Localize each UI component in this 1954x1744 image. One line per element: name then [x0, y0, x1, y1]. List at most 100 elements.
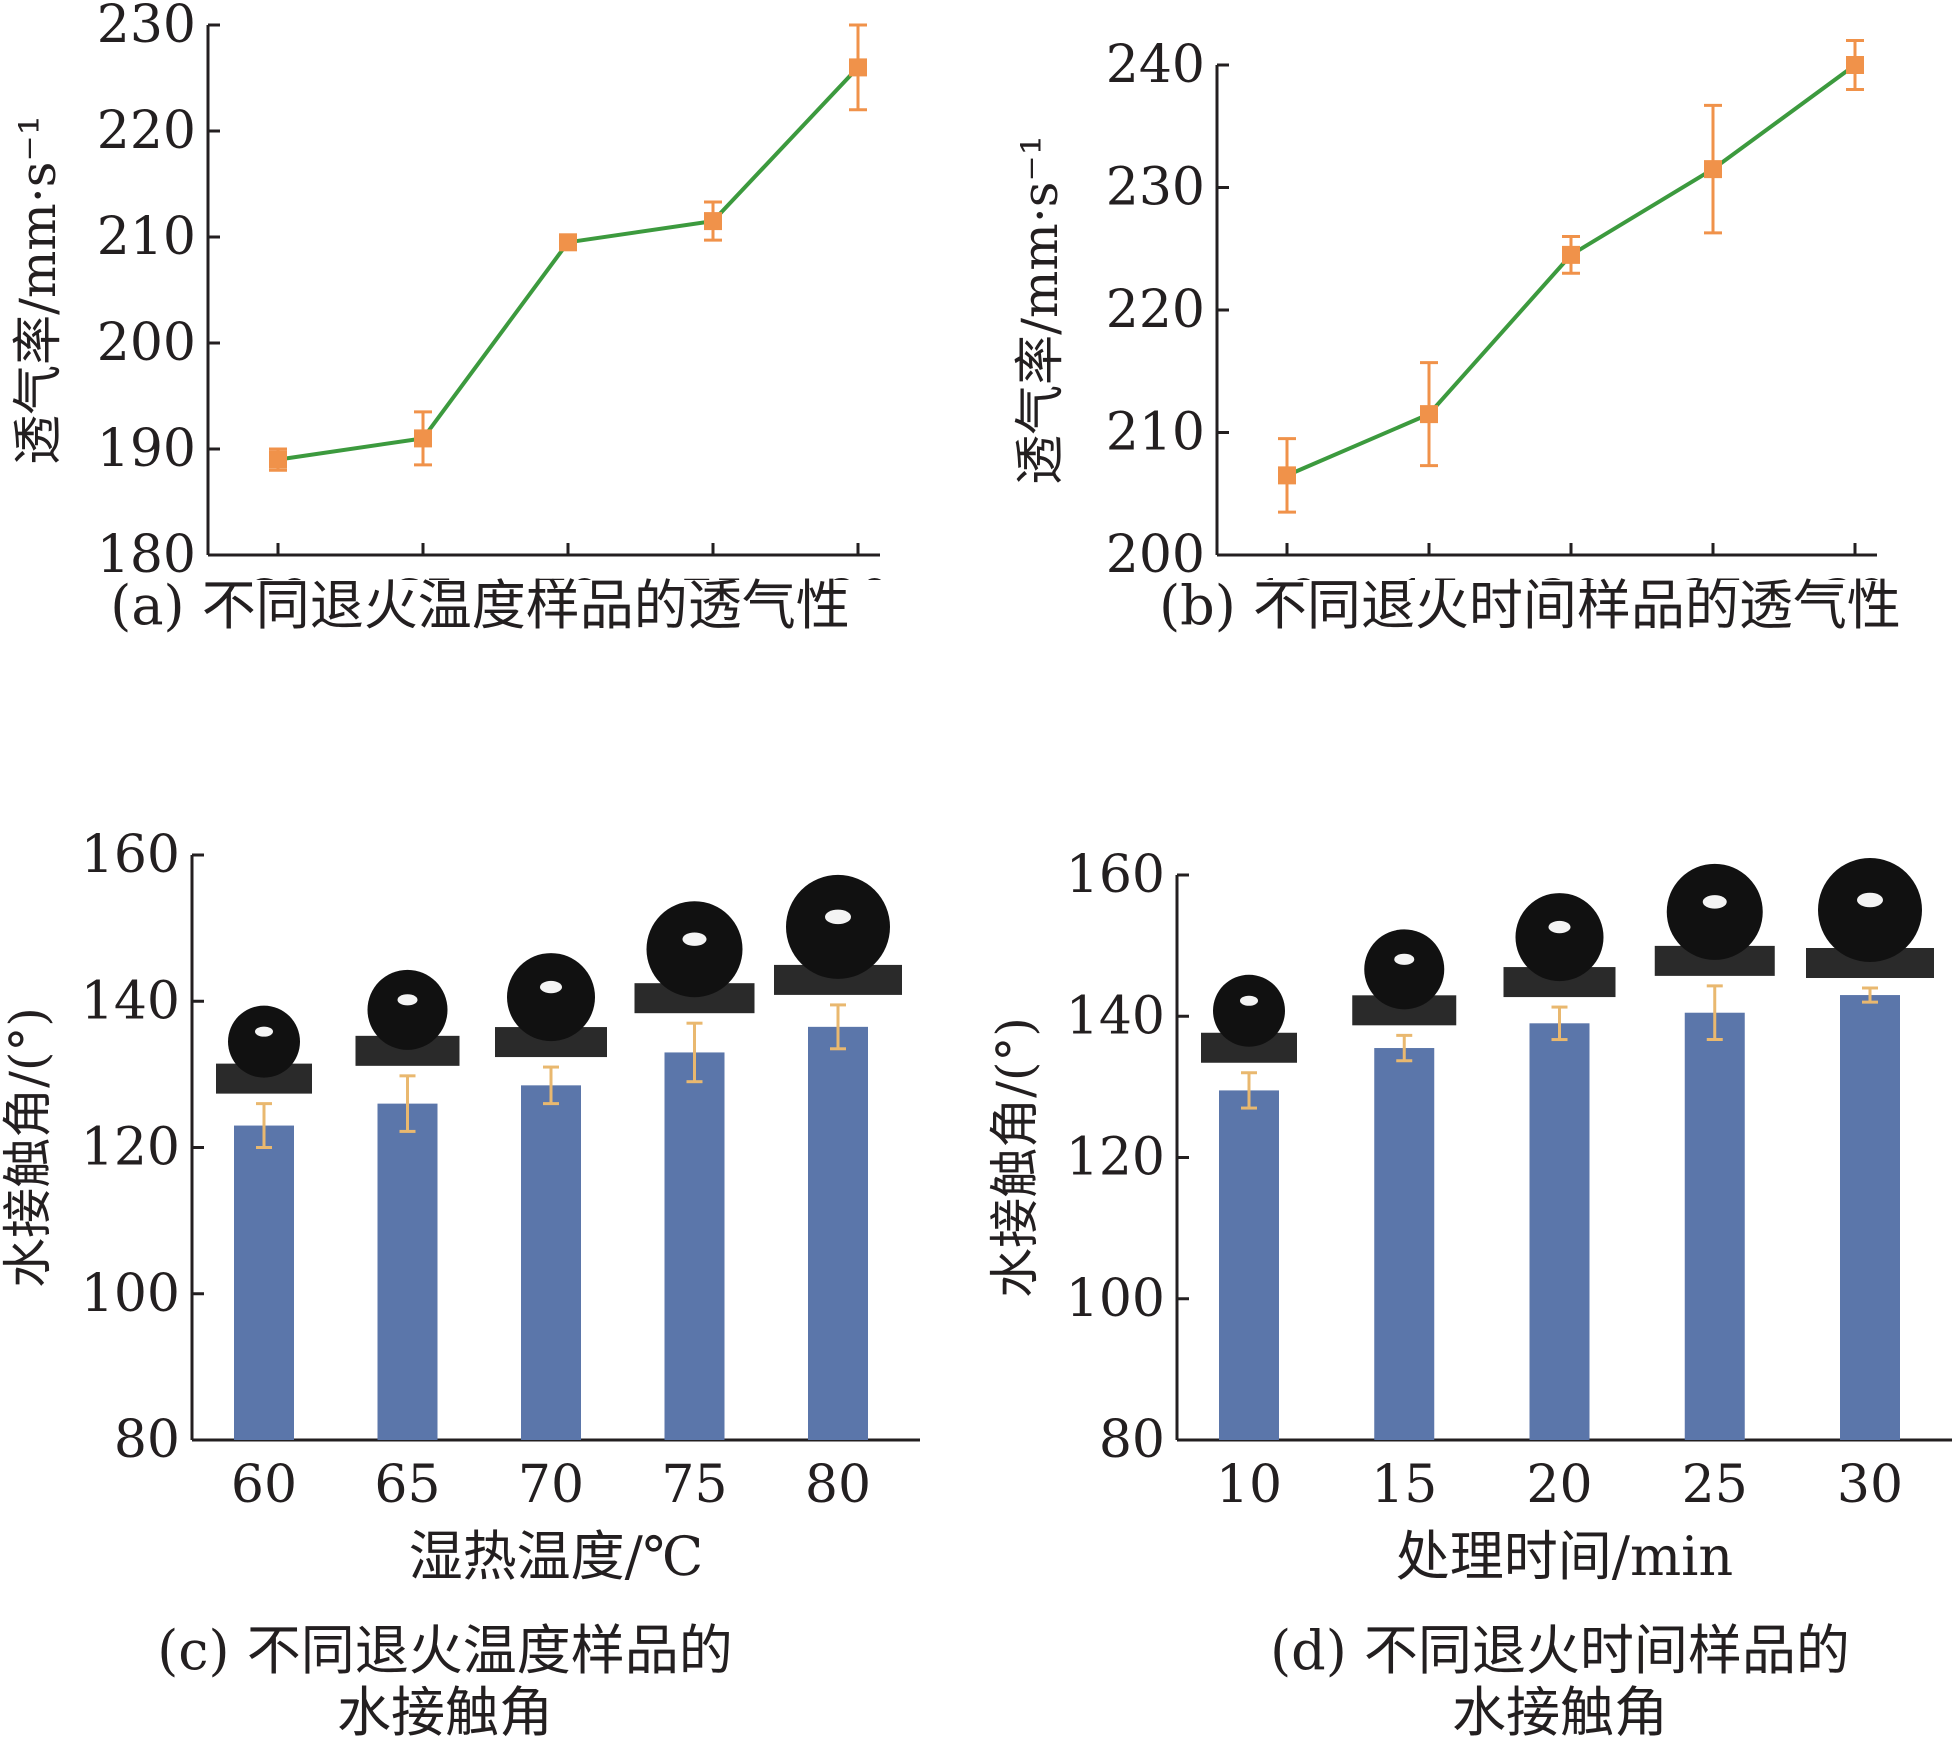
x-tick-label: 65	[390, 570, 456, 580]
data-point	[559, 233, 577, 252]
y-tick-label: 230	[1106, 158, 1205, 218]
droplet-highlight	[1394, 953, 1415, 965]
y-tick-label: 140	[81, 971, 180, 1031]
x-tick-label: 20	[1526, 1455, 1592, 1515]
droplet-sphere	[228, 1005, 300, 1078]
x-tick-label: 20	[1538, 570, 1604, 580]
droplet-image	[634, 901, 755, 1014]
droplet-sphere	[646, 901, 743, 998]
y-axis-label: 水接触角/(°)	[986, 1017, 1044, 1298]
droplet-highlight	[397, 994, 418, 1006]
y-tick-label: 220	[97, 101, 196, 161]
droplet-sphere	[507, 953, 595, 1042]
y-axis-label: 透气率/mm·s⁻¹	[9, 115, 67, 465]
bar	[234, 1125, 294, 1440]
droplet-image	[1201, 974, 1297, 1063]
y-tick-label: 140	[1066, 986, 1165, 1046]
x-tick-label: 30	[1837, 1455, 1903, 1515]
y-tick-label: 100	[81, 1264, 180, 1324]
x-tick-label: 80	[825, 570, 891, 580]
droplet-image	[355, 969, 460, 1066]
caption-a: (a) 不同退火温度样品的透气性	[110, 574, 850, 637]
droplet-image	[1806, 858, 1934, 978]
bar	[1374, 1048, 1435, 1440]
chart-c: 80 100 120 140 160 60 65 70 75 80 湿热温度/℃ 水接触角/(°)	[0, 825, 920, 1588]
droplet-image	[1654, 863, 1775, 976]
data-point	[1562, 245, 1580, 264]
y-tick-label: 240	[1106, 35, 1205, 95]
droplet-highlight	[1702, 895, 1727, 909]
droplet-image	[774, 874, 902, 995]
droplet-sphere	[1364, 929, 1445, 1010]
y-tick-label: 160	[81, 825, 180, 885]
droplet-sphere	[367, 969, 448, 1050]
y-tick-label: 210	[1106, 403, 1205, 463]
droplet-highlight	[540, 980, 562, 994]
droplet-image	[495, 953, 607, 1058]
droplet-highlight	[255, 1026, 273, 1037]
y-tick-label: 100	[1066, 1269, 1165, 1329]
x-tick-label: 80	[805, 1455, 871, 1515]
droplet-highlight	[1857, 892, 1883, 908]
bar	[1219, 1090, 1279, 1440]
caption-d: (d) 不同退火时间样品的 水接触角	[1270, 1619, 1850, 1744]
droplet-sphere	[1213, 974, 1285, 1047]
droplet-sphere	[786, 874, 890, 979]
caption-b: (b) 不同退火时间样品的透气性	[1159, 574, 1901, 637]
data-point	[1704, 160, 1722, 179]
y-tick-label: 190	[97, 419, 196, 479]
x-tick-label: 10	[1216, 1455, 1282, 1515]
bar	[1529, 1023, 1590, 1440]
x-tick-label: 75	[680, 570, 746, 580]
y-tick-label: 220	[1106, 280, 1205, 340]
y-tick-label: 200	[97, 313, 196, 373]
y-tick-label: 80	[114, 1410, 180, 1470]
droplet-sphere	[1818, 858, 1922, 962]
data-point	[1420, 405, 1438, 424]
y-tick-label: 200	[1106, 525, 1205, 580]
chart-b: 2002102202302401015202530退火时间/min透气率/mm·…	[1011, 35, 1888, 580]
bar	[521, 1085, 581, 1440]
y-tick-label: 120	[1066, 1128, 1165, 1188]
data-point	[704, 212, 722, 231]
y-tick-label: 210	[97, 207, 196, 267]
caption-c: (c) 不同退火温度样品的 水接触角	[157, 1619, 733, 1744]
chart-d: 80 100 120 140 160 10 15 20 25 30 处理时间/min 水接触角/(°)	[986, 845, 1952, 1588]
data-point	[849, 58, 867, 77]
x-tick-label: 25	[1680, 570, 1746, 580]
x-tick-label: 60	[245, 570, 311, 580]
data-point	[414, 429, 432, 448]
y-axis-label: 水接触角/(°)	[0, 1007, 57, 1288]
x-tick-label: 75	[661, 1455, 727, 1515]
droplet-highlight	[1240, 995, 1258, 1006]
x-axis-label: 处理时间/min	[1396, 1525, 1733, 1588]
y-tick-label: 180	[97, 525, 196, 580]
x-tick-label: 15	[1371, 1455, 1437, 1515]
droplet-image	[1503, 893, 1616, 998]
droplet-highlight	[1548, 920, 1571, 934]
data-point	[1846, 56, 1864, 74]
bar	[664, 1052, 725, 1440]
x-tick-label: 70	[518, 1455, 584, 1515]
x-tick-label: 60	[231, 1455, 297, 1515]
x-tick-label: 65	[374, 1455, 440, 1515]
x-tick-label: 10	[1254, 570, 1320, 580]
data-point	[269, 450, 287, 469]
series-line	[277, 66, 860, 462]
y-tick-label: 230	[97, 0, 196, 55]
data-point	[1278, 466, 1296, 485]
droplet-image	[1352, 929, 1457, 1026]
droplet-sphere	[1515, 893, 1604, 982]
y-tick-label: 160	[1066, 845, 1165, 905]
chart-a: 1801902002102202306065707580湿热温度/℃透气率/mm…	[9, 0, 891, 580]
x-axis-label: 湿热温度/℃	[409, 1525, 704, 1588]
x-tick-label: 30	[1822, 570, 1888, 580]
y-axis-label: 透气率/mm·s⁻¹	[1011, 135, 1069, 485]
droplet-highlight	[682, 932, 707, 946]
y-tick-label: 80	[1099, 1410, 1165, 1470]
droplet-image	[216, 1005, 312, 1094]
droplet-sphere	[1666, 863, 1763, 960]
x-tick-label: 25	[1682, 1455, 1748, 1515]
droplet-highlight	[825, 909, 851, 925]
bar	[1840, 995, 1900, 1440]
